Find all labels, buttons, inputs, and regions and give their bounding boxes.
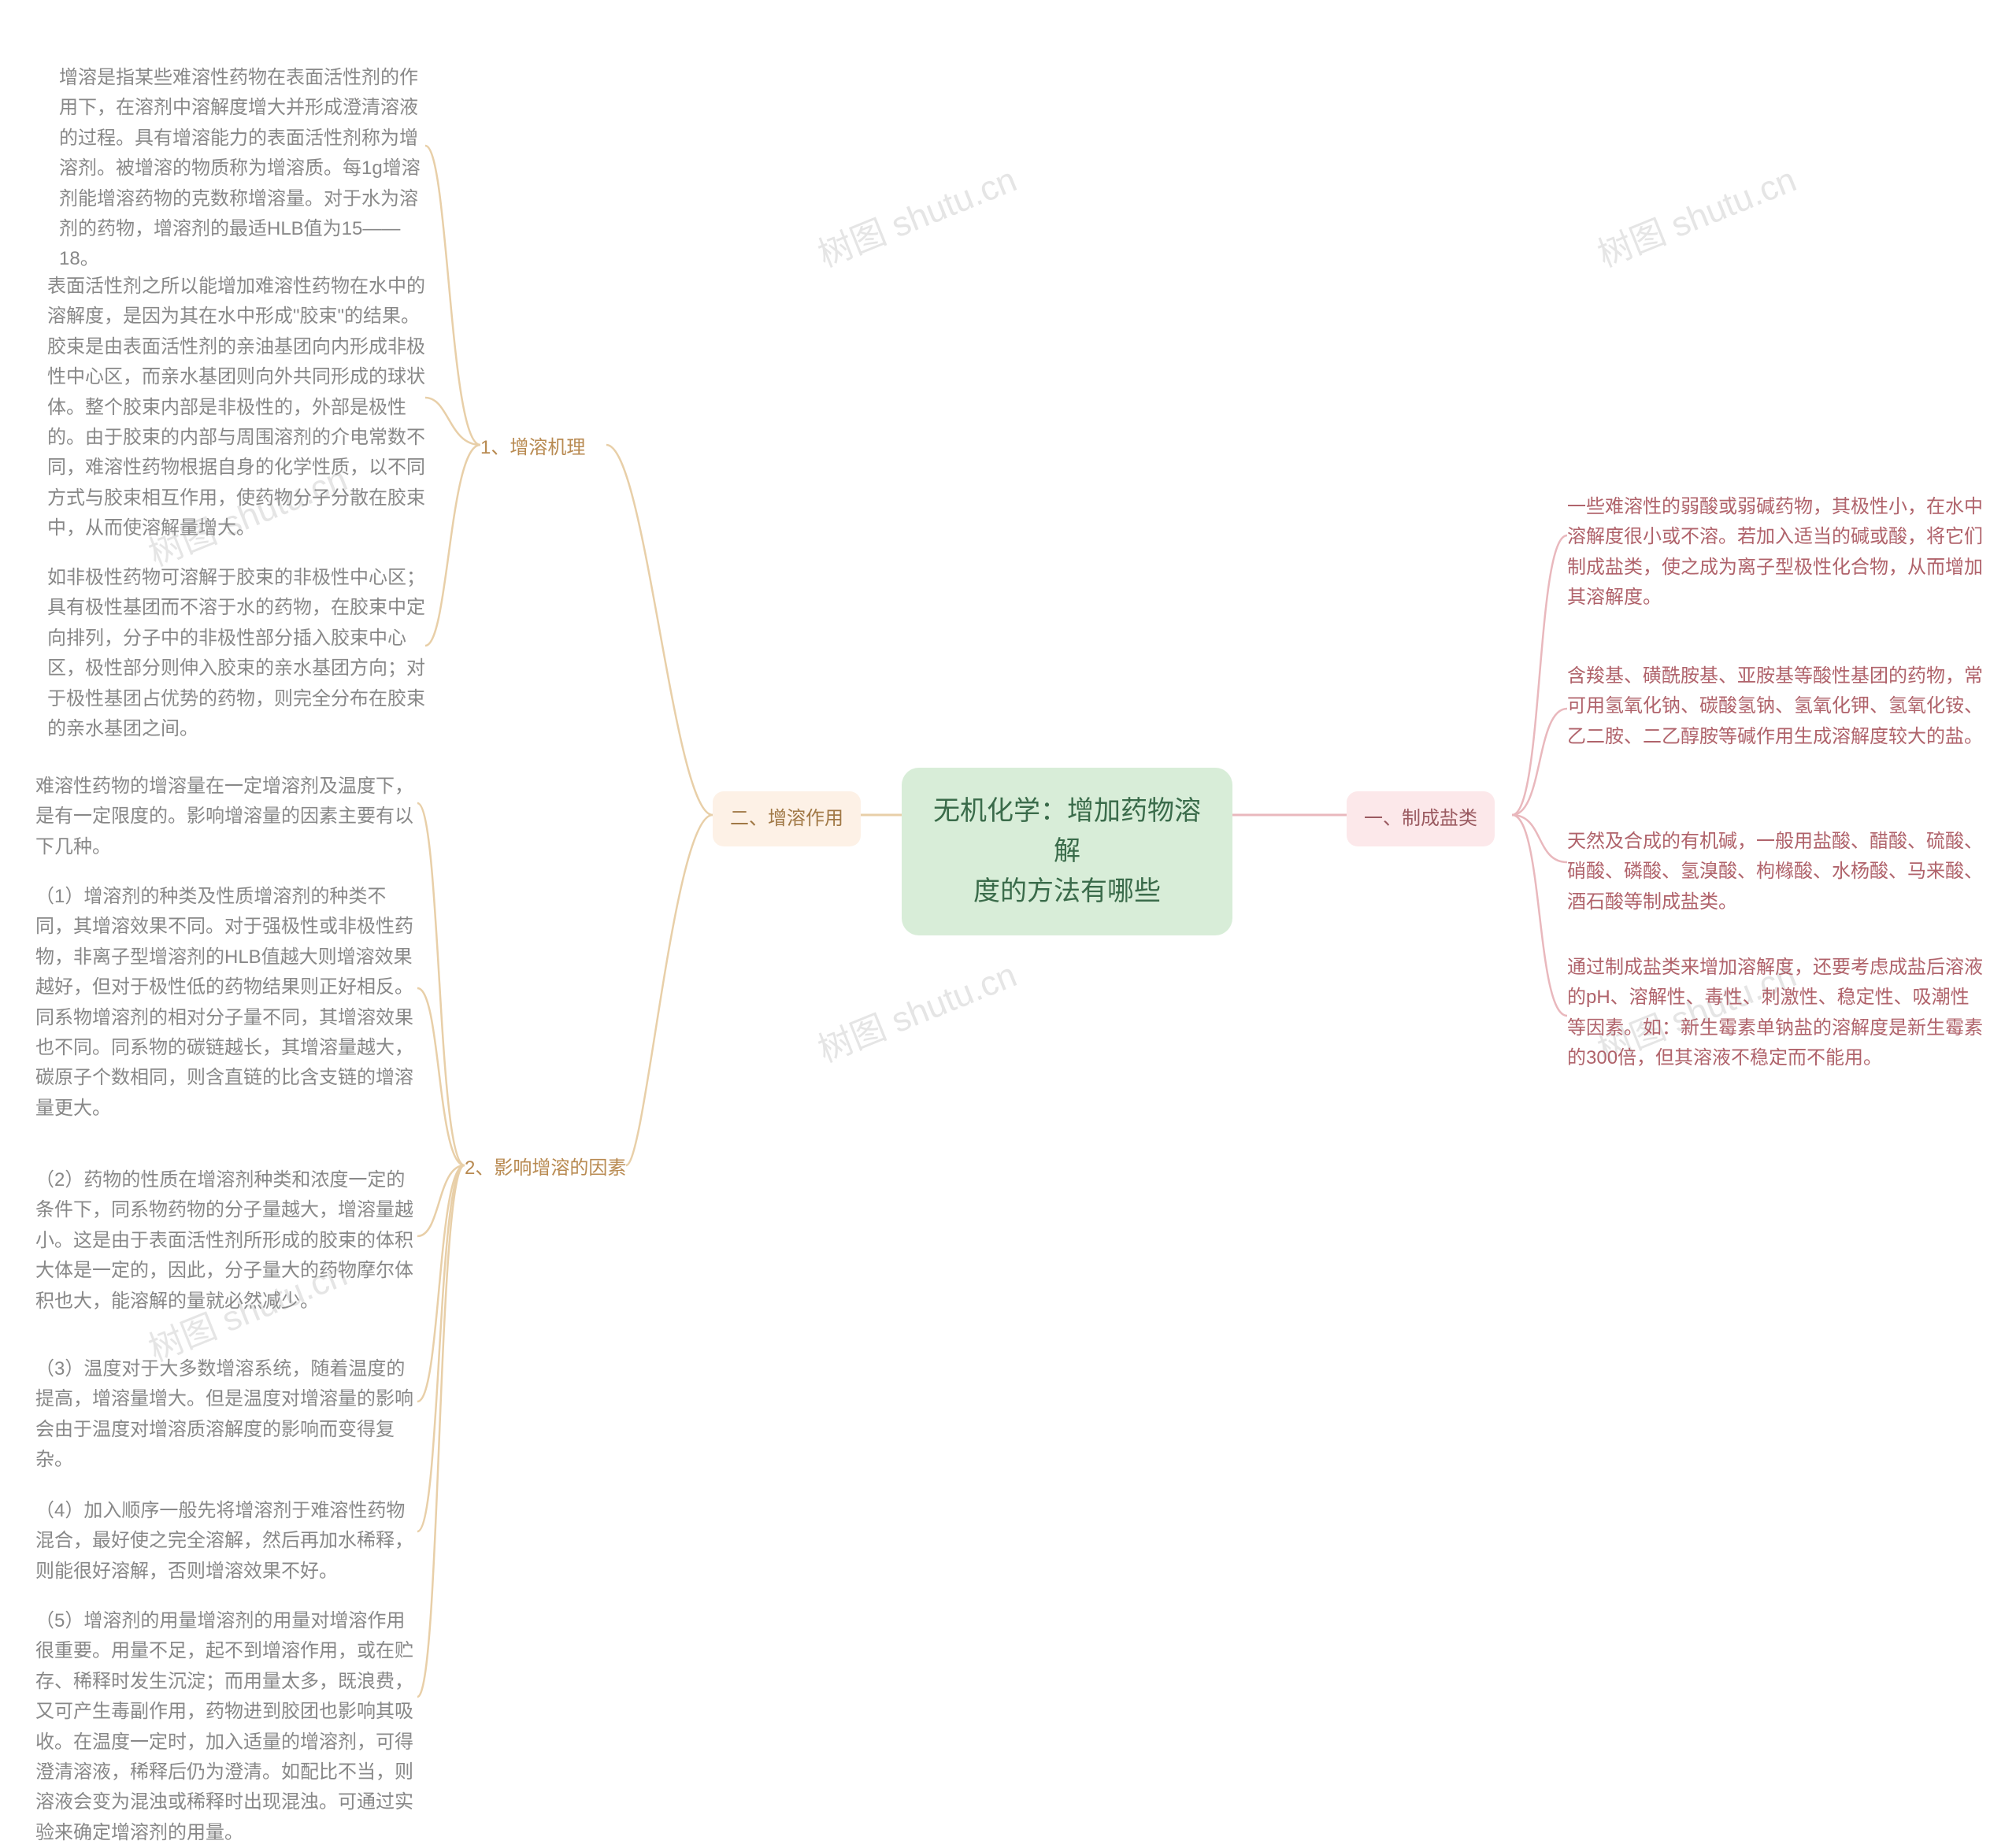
sub1-leaf-2: 如非极性药物可溶解于胶束的非极性中心区；具有极性基团而不溶于水的药物，在胶束中定… <box>47 563 425 744</box>
center-node[interactable]: 无机化学：增加药物溶解 度的方法有哪些 <box>902 768 1232 935</box>
sub1-label[interactable]: 1、增溶机理 <box>480 433 585 463</box>
watermark: 树图 shutu.cn <box>810 151 1023 276</box>
sub2-leaf-1: （2）药物的性质在增溶剂种类和浓度一定的条件下，同系物药物的分子量越大，增溶量越… <box>35 1165 417 1317</box>
sub2-leaf-2: （3）温度对于大多数增溶系统，随着温度的提高，增溶量增大。但是温度对增溶量的影响… <box>35 1354 417 1476</box>
branch-left[interactable]: 二、增溶作用 <box>713 791 861 846</box>
branch-right[interactable]: 一、制成盐类 <box>1347 791 1495 846</box>
leaf-right-3: 通过制成盐类来增加溶解度，还要考虑成盐后溶液的pH、溶解性、毒性、刺激性、稳定性… <box>1567 953 1984 1074</box>
watermark: 树图 shutu.cn <box>1589 151 1803 276</box>
sub2-leaf-3: （4）加入顺序一般先将增溶剂于难溶性药物混合，最好使之完全溶解，然后再加水稀释，… <box>35 1496 417 1587</box>
sub2-label[interactable]: 2、影响增溶的因素 <box>465 1154 626 1183</box>
sub2-leaf-0: （1）增溶剂的种类及性质增溶剂的种类不同，其增溶效果不同。对于强极性或非极性药物… <box>35 882 417 1124</box>
center-line2: 度的方法有哪些 <box>973 876 1161 906</box>
watermark: 树图 shutu.cn <box>810 946 1023 1072</box>
sub2-leaf-4: （5）增溶剂的用量增溶剂的用量对增溶作用很重要。用量不足，起不到增溶作用，或在贮… <box>35 1606 417 1848</box>
leaf-right-0: 一些难溶性的弱酸或弱碱药物，其极性小，在水中溶解度很小或不溶。若加入适当的碱或酸… <box>1567 492 1984 613</box>
sub1-leaf-1: 表面活性剂之所以能增加难溶性药物在水中的溶解度，是因为其在水中形成"胶束"的结果… <box>47 272 425 544</box>
branch-right-label: 一、制成盐类 <box>1364 808 1477 829</box>
center-line1: 无机化学：增加药物溶解 <box>933 796 1201 866</box>
leaf-right-1: 含羧基、磺酰胺基、亚胺基等酸性基团的药物，常可用氢氧化钠、碳酸氢钠、氢氧化钾、氢… <box>1567 661 1984 752</box>
sub2-intro: 难溶性药物的增溶量在一定增溶剂及温度下，是有一定限度的。影响增溶量的因素主要有以… <box>35 772 417 862</box>
leaf-right-2: 天然及合成的有机碱，一般用盐酸、醋酸、硫酸、硝酸、磷酸、氢溴酸、枸橼酸、水杨酸、… <box>1567 827 1984 917</box>
branch-left-label: 二、增溶作用 <box>730 808 843 829</box>
sub1-leaf-0: 增溶是指某些难溶性药物在表面活性剂的作用下，在溶剂中溶解度增大并形成澄清溶液的过… <box>59 63 425 275</box>
